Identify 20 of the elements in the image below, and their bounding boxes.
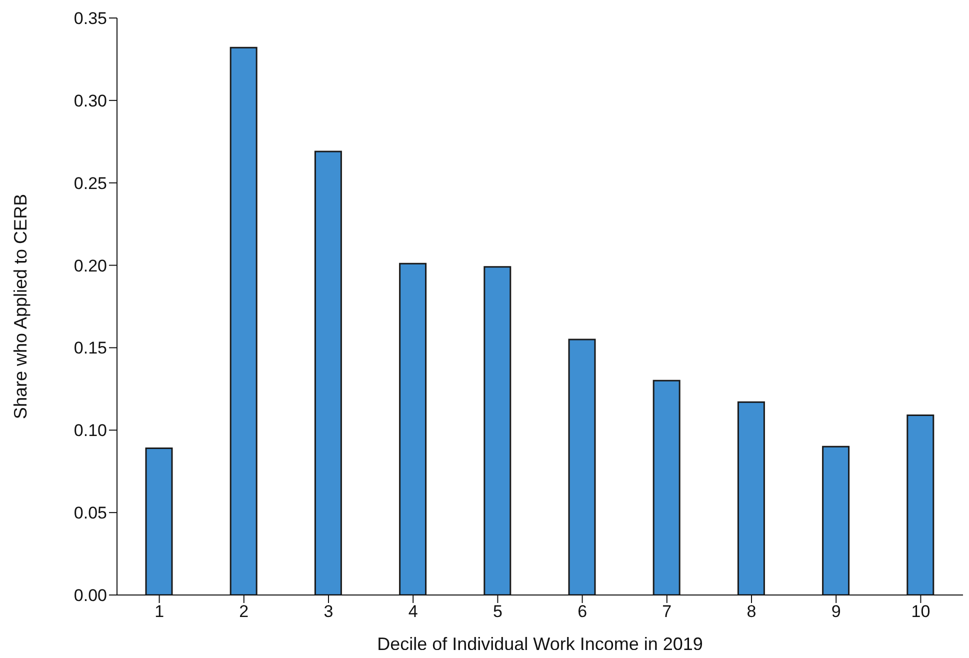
x-tick-label: 2 bbox=[239, 602, 249, 622]
x-tick-label: 1 bbox=[154, 602, 164, 622]
x-tick-label: 4 bbox=[408, 602, 418, 622]
y-tick-label: 0.25 bbox=[74, 174, 107, 193]
x-tick-label: 10 bbox=[911, 602, 930, 622]
y-tick-label: 0.15 bbox=[74, 338, 107, 358]
y-tick-label: 0.10 bbox=[74, 421, 107, 440]
x-tick-label: 5 bbox=[492, 602, 502, 622]
x-axis-title: Decile of Individual Work Income in 2019 bbox=[377, 634, 703, 654]
x-tick-label: 6 bbox=[578, 602, 588, 622]
x-tick-label: 9 bbox=[831, 602, 841, 622]
y-axis-title: Share who Applied to CERB bbox=[10, 194, 30, 420]
y-tick-label: 0.00 bbox=[74, 586, 107, 606]
x-tick-label: 7 bbox=[662, 602, 672, 622]
y-tick-label: 0.20 bbox=[74, 256, 107, 276]
y-tick-label: 0.05 bbox=[74, 504, 107, 523]
y-tick-label: 0.30 bbox=[74, 91, 107, 110]
x-tick-label: 3 bbox=[324, 602, 334, 622]
y-tick-label: 0.35 bbox=[74, 9, 107, 28]
x-tick-label: 8 bbox=[746, 602, 756, 622]
